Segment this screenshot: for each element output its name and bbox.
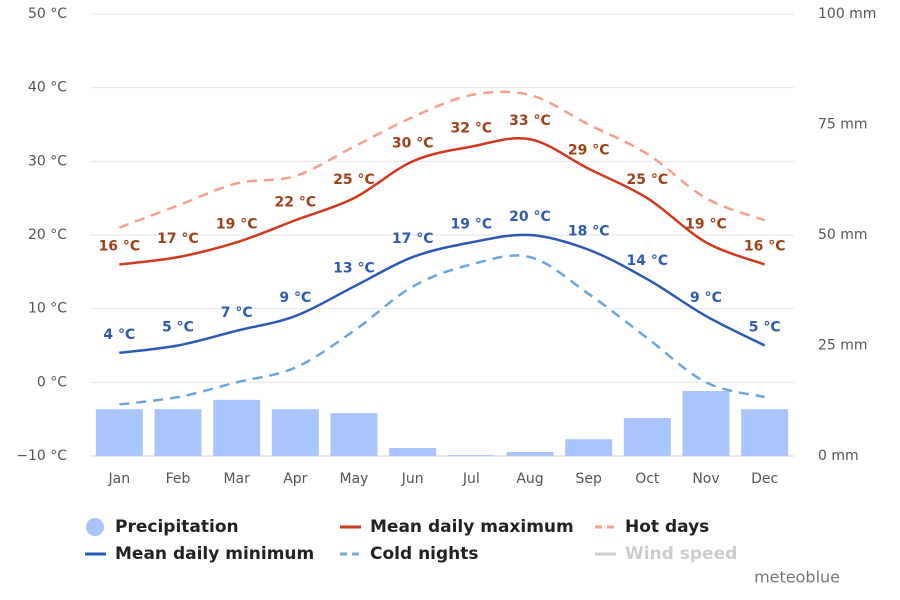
data-label: 17 °C <box>157 231 199 247</box>
legend-label: Hot days <box>625 517 709 537</box>
data-label: 13 °C <box>333 261 375 277</box>
x-tick-label: May <box>340 471 369 487</box>
x-tick-label: Dec <box>751 471 778 487</box>
data-label: 14 °C <box>627 253 669 269</box>
bar <box>213 399 261 456</box>
legend-label: Cold nights <box>370 544 479 564</box>
y-tick-label: 0 °C <box>37 374 67 390</box>
data-label: 22 °C <box>275 194 317 210</box>
line <box>118 90 766 229</box>
bar <box>682 391 730 456</box>
data-label: 5 °C <box>162 320 194 336</box>
y-tick-label: 10 °C <box>28 301 67 317</box>
bar <box>741 409 789 456</box>
data-label: 9 °C <box>279 290 311 306</box>
credit: meteoblue <box>754 568 840 587</box>
data-label: 29 °C <box>568 143 610 159</box>
x-tick-label: Aug <box>516 471 543 487</box>
x-tick-label: Oct <box>635 471 660 487</box>
data-label: 25 °C <box>333 172 375 188</box>
bar <box>271 409 319 456</box>
bar <box>447 455 495 456</box>
bar <box>154 409 202 456</box>
line <box>119 254 765 406</box>
data-label: 19 °C <box>685 216 727 232</box>
bar <box>506 452 554 456</box>
data-label: 33 °C <box>509 113 551 129</box>
data-label: 17 °C <box>392 231 434 247</box>
x-tick-label: Jun <box>401 471 424 487</box>
data-label: 19 °C <box>216 216 258 232</box>
data-label: 5 °C <box>749 320 781 336</box>
line <box>119 233 766 355</box>
y-tick-label: 30 °C <box>28 153 67 169</box>
data-label: 19 °C <box>451 216 493 232</box>
legend-label: Mean daily maximum <box>370 517 574 537</box>
y-tick-label: 50 °C <box>28 6 67 22</box>
data-label: 32 °C <box>451 121 493 137</box>
y2-tick-label: 75 mm <box>818 117 868 133</box>
legend-label: Precipitation <box>115 517 239 537</box>
data-label: 16 °C <box>99 238 141 254</box>
bar <box>565 439 613 456</box>
bar <box>623 417 671 456</box>
line <box>119 137 766 266</box>
legend-label: Wind speed <box>625 544 737 564</box>
y-tick-label: 40 °C <box>28 80 67 96</box>
x-tick-label: Feb <box>166 471 191 487</box>
data-label: 7 °C <box>221 305 253 321</box>
data-label: 30 °C <box>392 135 434 151</box>
y-tick-label: −10 °C <box>16 448 67 464</box>
bar <box>389 448 437 456</box>
x-tick-label: Mar <box>223 471 250 487</box>
data-label: 4 °C <box>103 327 135 343</box>
data-label: 16 °C <box>744 238 786 254</box>
legend-symbol <box>86 518 104 536</box>
x-tick-label: Nov <box>692 471 719 487</box>
data-label: 20 °C <box>509 209 551 225</box>
y2-tick-label: 25 mm <box>818 338 868 354</box>
data-label: 18 °C <box>568 224 610 240</box>
x-tick-label: Jan <box>108 471 131 487</box>
y2-tick-label: 50 mm <box>818 227 868 243</box>
data-label: 25 °C <box>627 172 669 188</box>
y2-tick-label: 100 mm <box>818 6 876 22</box>
bar <box>330 413 378 456</box>
legend-label: Mean daily minimum <box>115 544 314 564</box>
x-tick-label: Sep <box>575 471 602 487</box>
y-tick-label: 20 °C <box>28 227 67 243</box>
data-label: 9 °C <box>690 290 722 306</box>
x-tick-label: Apr <box>283 471 307 487</box>
x-tick-label: Jul <box>462 471 480 487</box>
bar <box>95 409 143 456</box>
y2-tick-label: 0 mm <box>818 448 859 464</box>
